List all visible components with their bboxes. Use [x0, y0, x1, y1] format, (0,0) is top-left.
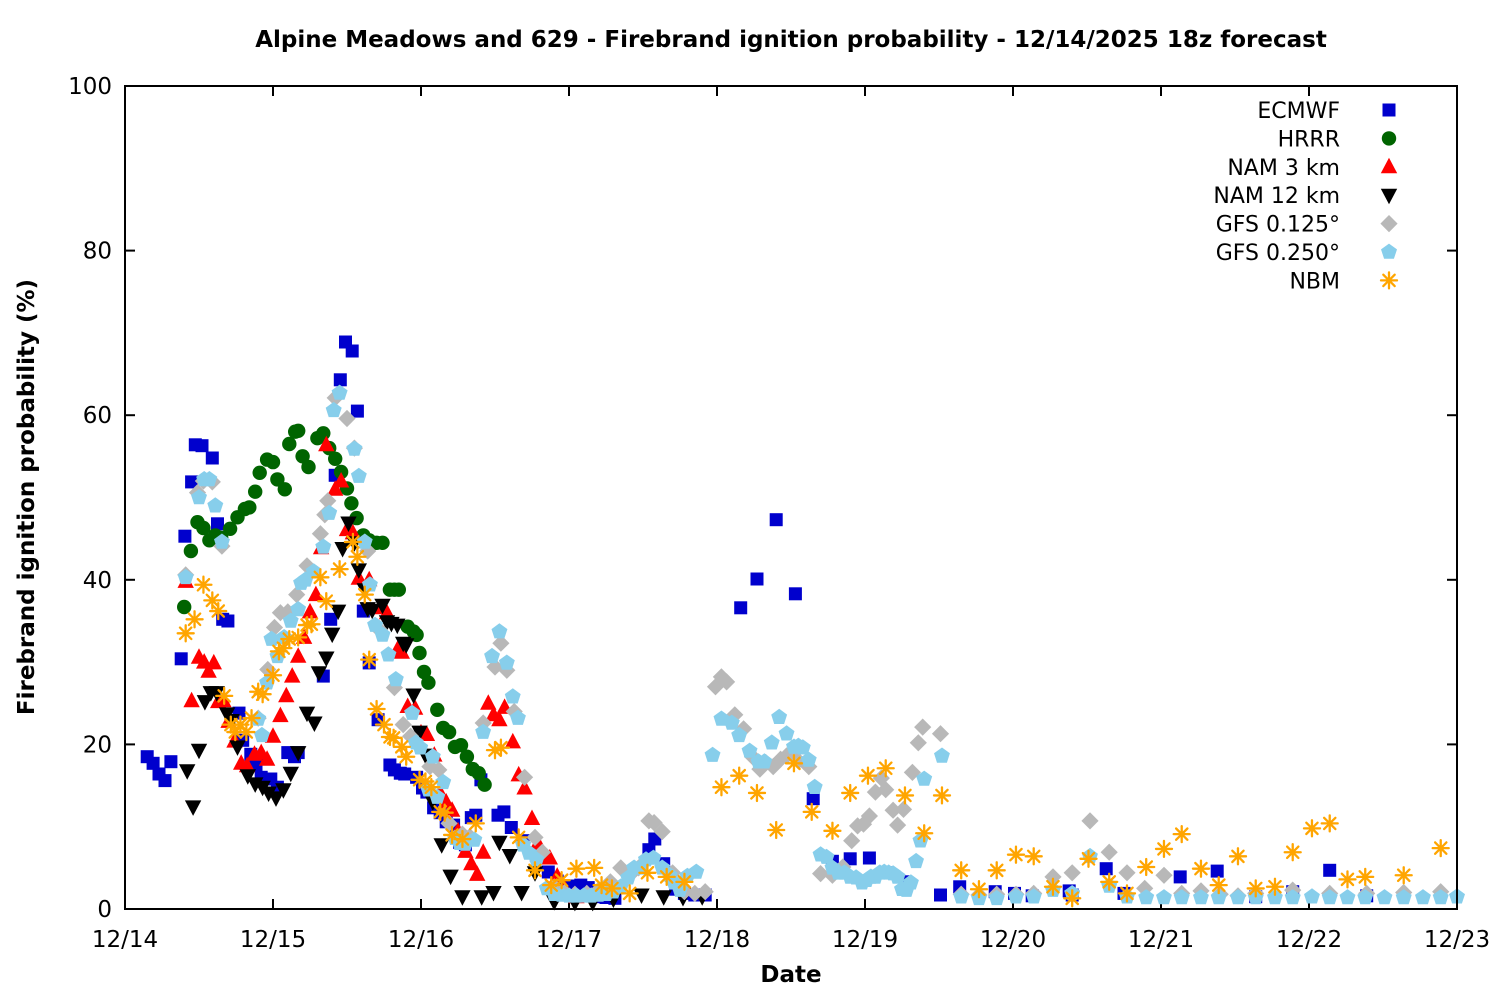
series-gfs-0-250-points: [177, 384, 1465, 906]
hrrr-marker-icon: [1381, 131, 1397, 146]
legend-item-gfs-0-125: GFS 0.125°: [1216, 213, 1398, 238]
x-tick-label: 12/17: [536, 927, 602, 953]
series-ecmwf-points: [140, 335, 1374, 905]
legend-label-gfs-0-125: GFS 0.125°: [1216, 213, 1340, 238]
x-tick-label: 12/16: [388, 927, 454, 953]
legend-label-gfs-0-250: GFS 0.250°: [1216, 241, 1340, 266]
y-tick-label: 60: [83, 403, 112, 429]
x-tick-label: 12/15: [240, 927, 306, 953]
legend-label-ecmwf: ECMWF: [1257, 99, 1340, 124]
ecmwf-marker-icon: [1382, 103, 1396, 117]
y-tick-label: 80: [83, 239, 112, 265]
legend-label-nam-12-km: NAM 12 km: [1213, 184, 1340, 209]
series-nbm-points: [176, 532, 1450, 908]
series-hrrr-points: [177, 423, 492, 792]
x-tick-label: 12/14: [92, 927, 158, 953]
nbm-marker-icon: [1379, 271, 1399, 290]
x-tick-label: 12/19: [832, 927, 898, 953]
gfs-0-125-marker-icon: [1380, 215, 1398, 233]
chart-title: Alpine Meadows and 629 - Firebrand ignit…: [255, 27, 1327, 53]
legend-label-hrrr: HRRR: [1278, 127, 1340, 152]
legend-item-nbm: NBM: [1289, 269, 1399, 294]
x-tick-label: 12/21: [1128, 927, 1194, 953]
nam-3-km-marker-icon: [1380, 157, 1398, 174]
tick-labels: 12/14 12/15 12/16 12/17 12/18 12/19 12/20 12/21…: [68, 74, 1490, 953]
legend-item-nam-12-km: NAM 12 km: [1213, 184, 1398, 209]
x-tick-label: 12/18: [684, 927, 750, 953]
axes: [124, 85, 1458, 910]
nam-12-km-marker-icon: [1380, 188, 1398, 205]
y-tick-label: 100: [68, 74, 112, 100]
legend-item-nam-3-km: NAM 3 km: [1227, 156, 1398, 181]
legend-item-ecmwf: ECMWF: [1257, 99, 1396, 124]
y-tick-label: 40: [83, 568, 112, 594]
legend-item-gfs-0-250: GFS 0.250°: [1216, 241, 1397, 266]
x-axis-label: Date: [760, 962, 822, 988]
series-gfs-0-125-points: [177, 389, 1450, 905]
y-tick-label: 0: [97, 897, 112, 923]
legend-label-nam-3-km: NAM 3 km: [1227, 156, 1340, 181]
x-tick-label: 12/22: [1276, 927, 1342, 953]
gfs-0-250-marker-icon: [1381, 243, 1397, 259]
y-tick-label: 20: [83, 732, 112, 758]
legend-item-hrrr: HRRR: [1278, 127, 1397, 152]
plot-border: [124, 85, 1458, 910]
legend-label-nbm: NBM: [1289, 269, 1340, 294]
legend: ECMWF HRRR NAM 3 km NAM 12 km GFS 0.125° GFS …: [1213, 99, 1399, 294]
x-tick-label: 12/20: [980, 927, 1046, 953]
x-tick-label: 12/23: [1424, 927, 1490, 953]
y-axis-label: Firebrand ignition probability (%): [14, 278, 40, 716]
